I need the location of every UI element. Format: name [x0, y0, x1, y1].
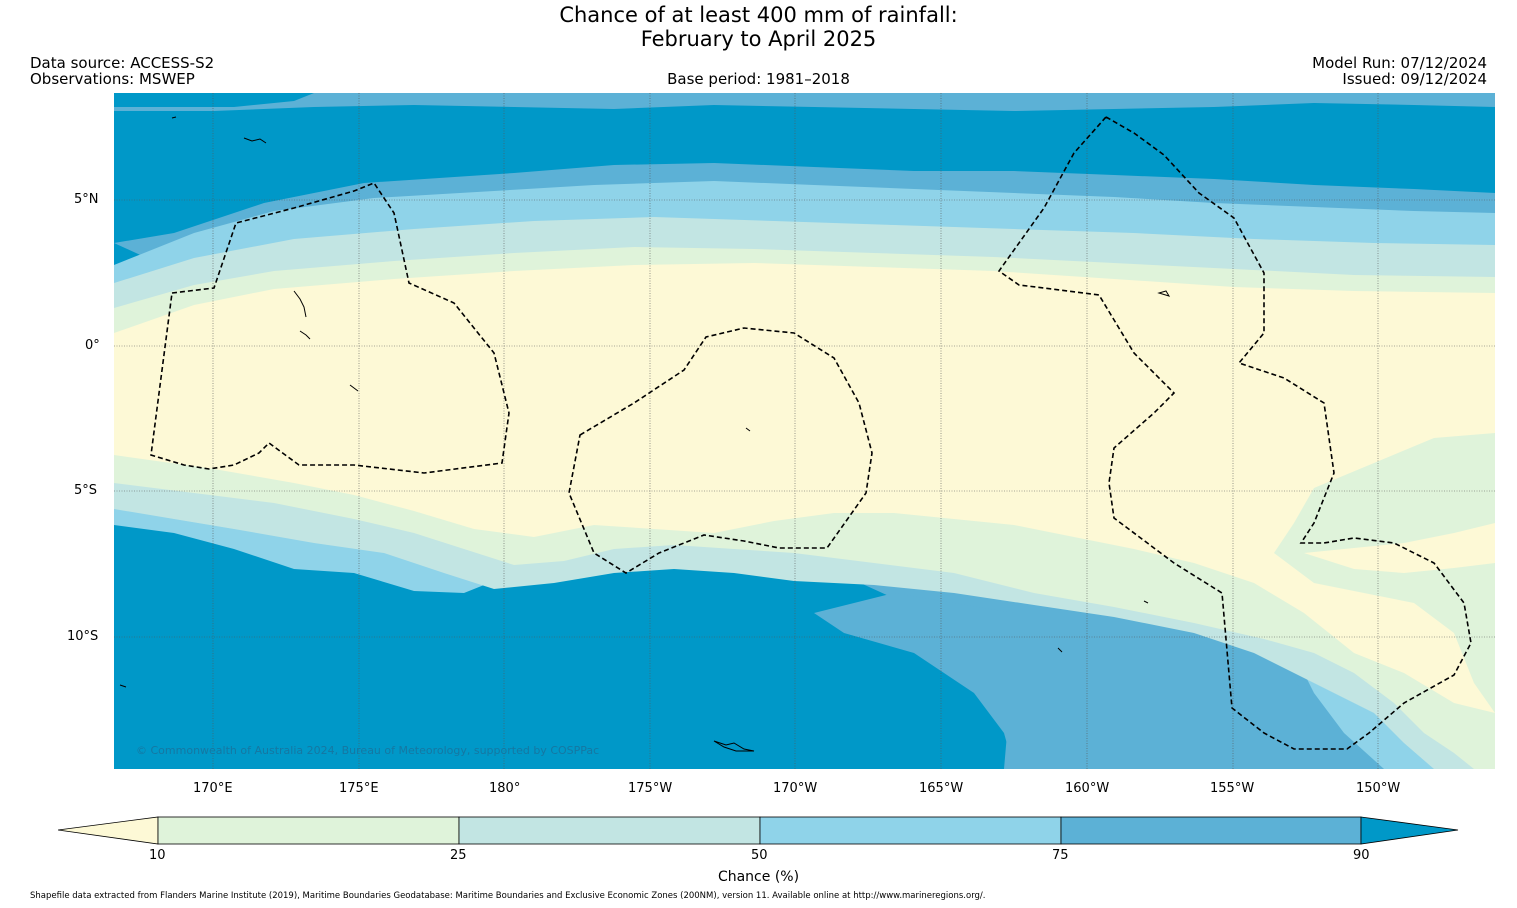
- issued-text: Issued: 09/12/2024: [1342, 70, 1487, 88]
- colorbar-tick-25: 25: [450, 848, 467, 863]
- latitude-label-10s: 10°S: [67, 629, 99, 644]
- island-outline: [299, 330, 311, 340]
- rainfall-probability-map: © Commonwealth of Australia 2024, Bureau…: [114, 93, 1495, 769]
- longitude-label-160w: 160°W: [1065, 781, 1110, 796]
- latitude-label-5n: 5°N: [74, 192, 99, 207]
- copyright-watermark: © Commonwealth of Australia 2024, Bureau…: [136, 744, 599, 757]
- map-title: Chance of at least 400 mm of rainfall: F…: [0, 3, 1517, 51]
- colorbar-extend-high: [1360, 816, 1459, 845]
- longitude-label-175w: 175°W: [628, 781, 673, 796]
- island-outline: [1157, 290, 1171, 297]
- colorbar-extend-low: [58, 816, 159, 845]
- island-outline: [1143, 600, 1149, 604]
- longitude-label-155w: 155°W: [1210, 781, 1255, 796]
- colorbar-swatch-50-75: [759, 816, 1062, 845]
- islands: [119, 116, 1171, 752]
- latitude-label-5s: 5°S: [74, 483, 98, 498]
- eez-boundaries: [150, 115, 1472, 750]
- longitude-label-180: 180°: [489, 781, 521, 796]
- colorbar-tick-50: 50: [751, 848, 768, 863]
- island-outline: [171, 116, 177, 119]
- island-outline: [1057, 647, 1063, 653]
- longitude-label-170w: 170°W: [773, 781, 818, 796]
- map-title-line-1: Chance of at least 400 mm of rainfall:: [559, 3, 958, 27]
- eez-boundary-kiribati-gilberts: [150, 182, 510, 474]
- longitude-label-150w: 150°W: [1356, 781, 1401, 796]
- island-outline: [119, 684, 127, 688]
- colorbar-tick-75: 75: [1052, 848, 1069, 863]
- island-outline: [713, 740, 755, 752]
- longitude-label-165w: 165°W: [919, 781, 964, 796]
- colorbar-swatch-25-50: [458, 816, 761, 845]
- eez-boundary-line-islands: [997, 115, 1472, 750]
- band-below-10: [114, 263, 1495, 769]
- base-period-text: Base period: 1981–2018: [667, 70, 850, 88]
- colorbar-swatch-10-25: [157, 816, 460, 845]
- graticule: [114, 93, 1495, 769]
- island-outline: [293, 290, 307, 318]
- shapefile-credit: Shapefile data extracted from Flanders M…: [30, 891, 986, 901]
- colorbar: [58, 816, 1459, 845]
- colorbar-label: Chance (%): [717, 869, 800, 885]
- island-outline: [349, 384, 359, 392]
- map-title-line-2: February to April 2025: [640, 27, 877, 51]
- latitude-label-0: 0°: [85, 338, 100, 353]
- colorbar-swatch-75-90: [1060, 816, 1362, 845]
- island-outline: [243, 137, 267, 144]
- longitude-label-175e: 175°E: [339, 781, 379, 796]
- data-source-text: Data source: ACCESS-S2: [30, 54, 215, 72]
- model-run-text: Model Run: 07/12/2024: [1312, 54, 1487, 72]
- eez-boundary-phoenix: [568, 327, 873, 574]
- observations-text: Observations: MSWEP: [30, 70, 195, 88]
- longitude-label-170e: 170°E: [193, 781, 233, 796]
- colorbar-tick-10: 10: [149, 848, 166, 863]
- colorbar-tick-90: 90: [1353, 848, 1370, 863]
- band-below-10-southeast: [1304, 523, 1495, 573]
- island-outline: [745, 427, 751, 432]
